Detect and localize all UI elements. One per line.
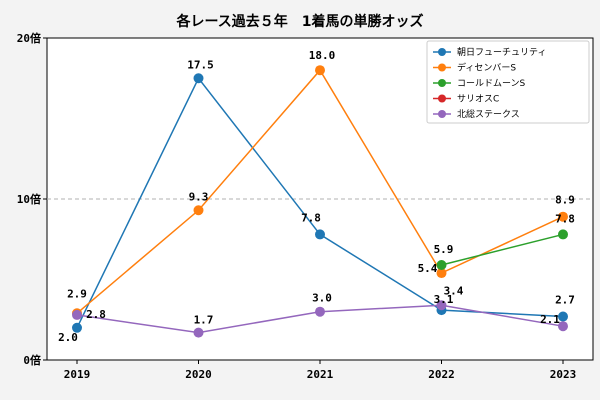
data-label-1-0: 2.9 bbox=[67, 287, 87, 300]
data-label-0-2: 7.8 bbox=[301, 211, 321, 224]
legend-marker-0 bbox=[438, 48, 446, 56]
data-point-0-0 bbox=[72, 322, 82, 333]
data-label-1-1: 9.3 bbox=[189, 190, 209, 203]
data-label-0-1: 17.5 bbox=[187, 58, 214, 71]
data-label-0-4: 2.7 bbox=[555, 294, 575, 307]
data-label-1-2: 18.0 bbox=[309, 49, 336, 62]
data-point-2-3 bbox=[436, 260, 447, 271]
data-labels: 2.0 17.5 7.8 3.1 2.7 2.9 9.3 18.0 5.4 8.9 5.9 7.8 2.… bbox=[58, 49, 575, 344]
data-point-1-3 bbox=[436, 268, 447, 279]
x-tick-label: 2023 bbox=[550, 368, 577, 381]
data-point-1-1 bbox=[193, 205, 204, 216]
x-tick-label: 2019 bbox=[64, 368, 91, 381]
data-point-0-1 bbox=[193, 73, 204, 84]
y-tick-label: 0倍 bbox=[23, 353, 41, 367]
y-tick-label: 20倍 bbox=[17, 31, 41, 45]
data-point-4-0 bbox=[72, 309, 82, 320]
legend-marker-3 bbox=[438, 94, 446, 103]
x-tick-label: 2021 bbox=[307, 368, 334, 381]
axes: 0倍 10倍 20倍 2019 2020 2021 2022 2023 bbox=[17, 31, 577, 381]
data-point-4-3 bbox=[436, 300, 447, 311]
data-point-1-2 bbox=[315, 65, 325, 76]
y-tick-label: 10倍 bbox=[17, 192, 41, 206]
data-label-4-2: 3.0 bbox=[312, 292, 332, 305]
data-point-4-2 bbox=[315, 306, 325, 317]
data-label-1-3: 5.4 bbox=[418, 262, 438, 275]
data-label-1-4: 8.9 bbox=[555, 194, 575, 207]
x-tick-label: 2022 bbox=[428, 368, 455, 381]
x-tick-label: 2020 bbox=[185, 368, 212, 381]
legend-label-0: 朝日フューチュリティ bbox=[457, 47, 546, 58]
legend-box bbox=[426, 40, 590, 124]
legend-marker-4 bbox=[438, 110, 446, 118]
data-label-4-0: 2.8 bbox=[86, 308, 106, 321]
legend-label-4: 北総ステークス bbox=[457, 108, 520, 120]
chart-title: 各レース過去５年 1着馬の単勝オッズ bbox=[175, 13, 423, 30]
data-label-4-4: 2.1 bbox=[540, 313, 560, 326]
data-label-2-4: 7.8 bbox=[555, 212, 575, 225]
data-label-0-3: 3.1 bbox=[434, 293, 454, 306]
data-point-1-4 bbox=[558, 211, 568, 222]
legend-label-2: コールドムーンS bbox=[457, 78, 526, 89]
data-label-4-3: 3.4 bbox=[444, 284, 464, 297]
series-line-2 bbox=[441, 233, 564, 266]
data-label-0-0: 2.0 bbox=[58, 331, 78, 344]
legend-label-3: サリオスC bbox=[457, 94, 499, 105]
data-point-4-4 bbox=[558, 321, 568, 332]
data-point-0-4 bbox=[558, 311, 568, 322]
series-group bbox=[72, 65, 568, 338]
data-label-2-3: 5.9 bbox=[434, 243, 454, 256]
legend-label-1: ディセンバーS bbox=[457, 62, 516, 74]
data-point-0-2 bbox=[315, 229, 325, 240]
data-point-2-4 bbox=[558, 229, 568, 240]
legend-marker-2 bbox=[438, 79, 446, 87]
data-point-4-1 bbox=[193, 327, 204, 338]
legend-marker-1 bbox=[438, 63, 446, 72]
data-label-4-1: 1.7 bbox=[194, 314, 214, 327]
